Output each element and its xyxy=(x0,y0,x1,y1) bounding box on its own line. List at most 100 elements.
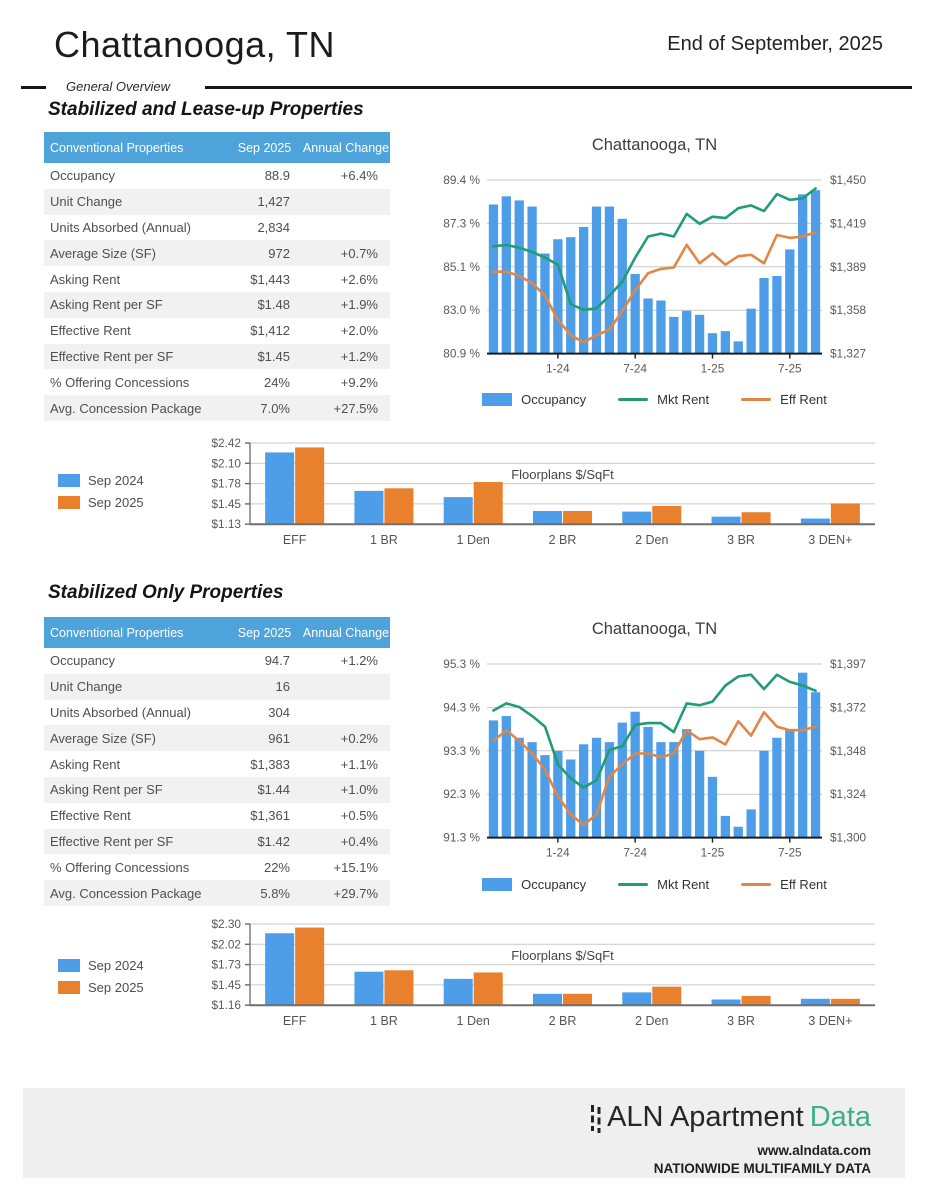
legend-line-swatch xyxy=(618,882,649,887)
footer-tagline: NATIONWIDE MULTIFAMILY DATA xyxy=(653,1161,871,1176)
table-row: Average Size (SF) 972 +0.7% xyxy=(44,240,390,267)
page-title: Chattanooga, TN xyxy=(54,24,336,65)
table-row: Asking Rent per SF $1.48 +1.9% xyxy=(44,291,390,318)
svg-text:$1.45: $1.45 xyxy=(211,497,241,511)
legend-label: Occupancy xyxy=(521,877,587,892)
svg-text:2 BR: 2 BR xyxy=(549,1014,577,1028)
svg-text:$2.42: $2.42 xyxy=(211,436,241,450)
svg-text:7-24: 7-24 xyxy=(623,846,647,860)
column-header: Sep 2025 xyxy=(237,140,292,155)
svg-text:7-25: 7-25 xyxy=(778,846,802,860)
svg-text:7-25: 7-25 xyxy=(778,362,802,376)
svg-text:$1,300: $1,300 xyxy=(830,831,867,845)
svg-text:$1.45: $1.45 xyxy=(211,978,241,992)
row-annual-change: +2.6% xyxy=(340,271,378,287)
table-row: Effective Rent per SF $1.42 +0.4% xyxy=(44,828,390,855)
svg-text:EFF: EFF xyxy=(283,1014,307,1028)
row-value: $1,383 xyxy=(250,756,290,772)
floorplans-legend-2: Sep 2024 Sep 2025 xyxy=(58,958,144,995)
svg-text:1-25: 1-25 xyxy=(701,362,725,376)
floorplans-block-2: Sep 2024 Sep 2025 $2.30 $2.02 $1.73 $1.45 $1.… xyxy=(40,910,900,1040)
floorplans-legend-1: Sep 2024 Sep 2025 xyxy=(58,473,144,510)
svg-text:1-25: 1-25 xyxy=(701,846,725,860)
row-annual-change: +27.5% xyxy=(333,400,378,416)
svg-text:1 BR: 1 BR xyxy=(370,533,398,547)
row-label: Effective Rent xyxy=(50,323,131,339)
svg-text:$1.13: $1.13 xyxy=(211,517,241,531)
legend-item-mkt-rent: Mkt Rent xyxy=(618,877,709,892)
row-label: % Offering Concessions xyxy=(50,374,190,390)
row-value: 88.9 xyxy=(264,168,290,184)
header-divider-dash xyxy=(21,86,46,89)
svg-text:1 Den: 1 Den xyxy=(457,1014,490,1028)
svg-text:2 Den: 2 Den xyxy=(635,1014,668,1028)
svg-text:2 Den: 2 Den xyxy=(635,533,668,547)
column-header: Conventional Properties xyxy=(50,140,184,155)
row-annual-change: +0.7% xyxy=(340,245,378,261)
svg-text:$1.78: $1.78 xyxy=(211,477,241,491)
legend-line-swatch xyxy=(618,397,649,402)
row-annual-change: +15.1% xyxy=(333,859,378,875)
row-value: 304 xyxy=(268,704,290,720)
table-row: Effective Rent $1,361 +0.5% xyxy=(44,803,390,829)
row-annual-change: +1.9% xyxy=(340,297,378,313)
legend-bar-swatch xyxy=(482,878,513,891)
svg-text:93.3 %: 93.3 % xyxy=(443,744,480,758)
table-row: Avg. Concession Package 7.0% +27.5% xyxy=(44,395,390,421)
row-value: 2,834 xyxy=(257,219,290,235)
report-date: End of September, 2025 xyxy=(667,33,883,55)
row-annual-change: +0.5% xyxy=(340,808,378,824)
row-label: Occupancy xyxy=(50,168,116,184)
legend-label: Occupancy xyxy=(521,392,587,407)
row-value: 7.0% xyxy=(260,400,290,416)
svg-text:3 DEN+: 3 DEN+ xyxy=(808,1014,852,1028)
column-header: Conventional Properties xyxy=(50,625,184,640)
table-row: Unit Change 1,427 xyxy=(44,188,390,215)
footer: ALN Apartment Data www.alndata.com NATIO… xyxy=(23,1088,905,1178)
svg-text:91.3 %: 91.3 % xyxy=(443,831,480,845)
table-row: Average Size (SF) 961 +0.2% xyxy=(44,725,390,752)
table-row: Effective Rent $1,412 +2.0% xyxy=(44,318,390,344)
occupancy-rent-trend-chart-2: Chattanooga, TN 95.3 % $1,397 94.3 % $1,372 9… xyxy=(443,620,867,860)
row-label: Asking Rent per SF xyxy=(50,297,163,313)
row-annual-change: +29.7% xyxy=(333,885,378,901)
legend-label: Mkt Rent xyxy=(657,877,710,892)
legend-line-swatch xyxy=(741,397,772,402)
table-row: Asking Rent $1,443 +2.6% xyxy=(44,266,390,292)
row-annual-change: +9.2% xyxy=(340,374,378,390)
section-2-heading: Stabilized Only Properties xyxy=(48,582,284,603)
table-row: % Offering Concessions 22% +15.1% xyxy=(44,854,390,880)
row-label: Avg. Concession Package xyxy=(50,400,202,416)
row-value: 5.8% xyxy=(260,885,290,901)
general-overview-label: General Overview xyxy=(66,79,171,94)
header-divider-line xyxy=(205,86,912,89)
svg-text:$1.73: $1.73 xyxy=(211,958,241,972)
column-header: Sep 2025 xyxy=(237,625,292,640)
legend-label: Eff Rent xyxy=(780,877,827,892)
svg-text:$1,348: $1,348 xyxy=(830,744,867,758)
table-row: Avg. Concession Package 5.8% +29.7% xyxy=(44,880,390,906)
legend-label: Mkt Rent xyxy=(657,392,710,407)
svg-text:$2.30: $2.30 xyxy=(211,917,241,931)
row-label: Units Absorbed (Annual) xyxy=(50,219,191,235)
aln-logo-mark-icon xyxy=(591,1104,601,1133)
legend-item-sep-2024: Sep 2024 xyxy=(58,958,144,973)
svg-text:EFF: EFF xyxy=(283,533,307,547)
row-label: Asking Rent per SF xyxy=(50,782,163,798)
row-annual-change: +1.1% xyxy=(340,756,378,772)
table-row: Occupancy 88.9 +6.4% xyxy=(44,163,390,189)
legend-bar-swatch xyxy=(482,393,513,406)
row-value: 94.7 xyxy=(264,653,290,669)
legend-bar-swatch xyxy=(58,981,80,994)
svg-text:1-24: 1-24 xyxy=(546,846,570,860)
table-row: Occupancy 94.7 +1.2% xyxy=(44,648,390,674)
table-header-row: Conventional Properties Sep 2025 Annual Ch… xyxy=(44,132,390,163)
row-value: $1.45 xyxy=(257,348,290,364)
table-row: Asking Rent per SF $1.44 +1.0% xyxy=(44,776,390,803)
row-label: Occupancy xyxy=(50,653,116,669)
website-url: www.alndata.com xyxy=(757,1143,871,1158)
svg-text:87.3 %: 87.3 % xyxy=(443,216,480,230)
svg-text:$1,358: $1,358 xyxy=(830,303,867,317)
legend-bar-swatch xyxy=(58,474,80,487)
row-value: $1.44 xyxy=(257,782,290,798)
